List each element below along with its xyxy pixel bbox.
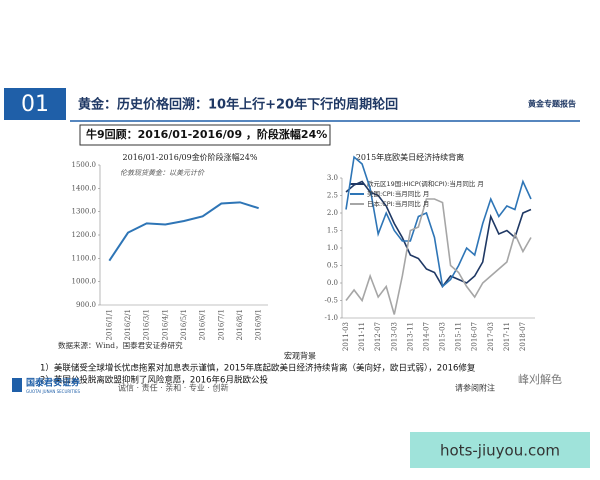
x-tick-label: 2013-03 (390, 322, 398, 351)
x-tick-label: 2016/9/1 (255, 309, 263, 340)
y-tick-label: 0.5 (327, 262, 338, 270)
x-tick-label: 2016-07 (471, 322, 479, 351)
y-tick-label: 1300.0 (72, 208, 97, 216)
x-tick-label: 2015-11 (455, 322, 463, 351)
y-tick-label: 1400.0 (72, 184, 97, 192)
y-tick-label: -1.0 (325, 314, 339, 322)
watermark-box (410, 432, 590, 468)
x-tick-label: 2015-03 (439, 322, 447, 351)
x-tick-label: 2016/3/1 (143, 309, 151, 340)
y-tick-label: -0.5 (325, 297, 339, 305)
data-line (345, 155, 532, 289)
y-tick-label: 2.0 (327, 209, 338, 217)
x-tick-label: 2016/1/1 (105, 309, 113, 340)
point: 1）美联储受全球增长忧虑拖累对加息表示谨慎，2015年底起欧美日经济持续背离（美… (40, 363, 476, 374)
point: 2）英国公投脱离欧盟抑制了风险意愿，2016年6月脱欧公投 (40, 375, 268, 386)
legend-label: 日本:CPI:当月同比 月 (367, 199, 429, 208)
x-tick-label: 2016/4/1 (161, 309, 169, 340)
slide-title: 黄金：历史价格回溯：10年上行+20年下行的周期轮回 (78, 97, 398, 113)
legend-label: 美国:CPI:当月同比 月 (367, 189, 429, 198)
chart-title: 2016/01-2016/09金价阶段涨幅24% (123, 152, 258, 162)
subtitle-box (79, 124, 331, 146)
report-tag: 黄金专题报告 (528, 99, 576, 109)
number-box (4, 88, 66, 120)
y-tick-label: 900.0 (76, 301, 96, 309)
y-tick-label: 3.0 (327, 174, 338, 182)
x-tick-label: 2018-07 (519, 322, 527, 351)
section-heading: 宏观背景 (284, 351, 316, 361)
y-tick-label: 1100.0 (72, 254, 97, 262)
chart-note: 伦敦现货黄金：以美元计价 (120, 169, 205, 177)
x-tick-label: 2017-11 (503, 322, 511, 351)
x-tick-label: 2016/6/1 (199, 309, 207, 340)
data-line (345, 198, 532, 315)
y-tick-label: 1.0 (327, 244, 338, 252)
x-tick-label: 2012-07 (374, 322, 382, 351)
x-tick-label: 2016/7/1 (217, 309, 225, 340)
data-line (108, 201, 259, 262)
logo: 国泰君安证券 (26, 377, 81, 389)
x-tick-label: 2014-07 (422, 322, 430, 351)
x-tick-label: 2016/5/1 (180, 309, 188, 340)
logo-en: GUOTAI JUNAN SECURITIES (26, 389, 80, 394)
x-tick-label: 2011-03 (342, 322, 350, 351)
legend-label: 欧元区19国:HICP(调和CPI):当月同比 月 (367, 179, 484, 188)
x-tick-label: 2017-03 (487, 322, 495, 351)
source: 数据来源：Wind，国泰君安证券研究 (58, 340, 183, 350)
subtitle: 牛9回顾：2016/01-2016/09 ，阶段涨幅24% (86, 127, 327, 141)
x-tick-label: 2013-11 (406, 322, 414, 351)
watermark: hots-jiuyou.com (440, 442, 560, 460)
watermark: 峰刈解色 (518, 372, 562, 386)
chart-title: 2015年底欧美日经济持续背离 (356, 152, 464, 162)
y-tick-label: 1500.0 (72, 161, 97, 169)
y-tick-label: 0.0 (327, 279, 338, 287)
y-tick-label: 2.5 (327, 192, 338, 200)
x-tick-label: 2016/8/1 (236, 309, 244, 340)
logo-mark (12, 378, 22, 392)
footer-note: 请参阅附注 (455, 383, 495, 393)
motto: 诚信 · 责任 · 亲和 · 专业 · 创新 (118, 383, 229, 393)
y-tick-label: 1000.0 (72, 278, 97, 286)
y-tick-label: 1200.0 (72, 231, 97, 239)
y-tick-label: 1.5 (327, 227, 338, 235)
data-line (345, 180, 532, 288)
section-number: 01 (21, 92, 49, 117)
x-tick-label: 2011-11 (358, 322, 366, 351)
x-tick-label: 2016/2/1 (124, 309, 132, 340)
